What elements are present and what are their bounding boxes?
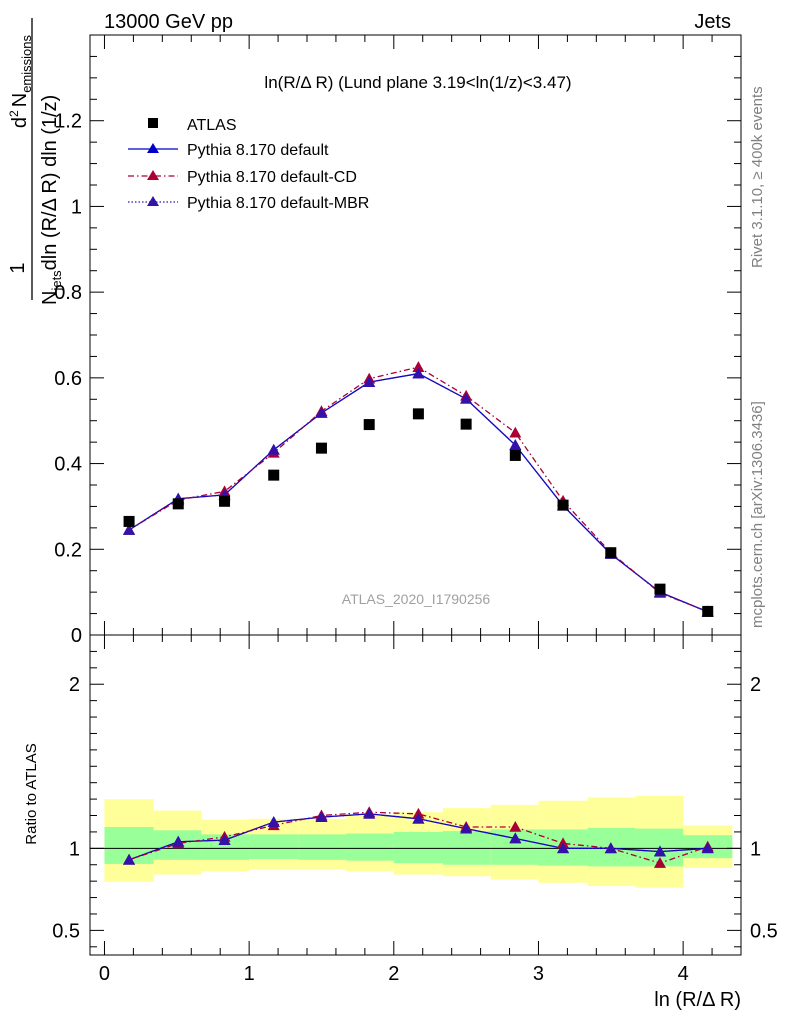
ratio-3-marker [363, 807, 376, 819]
series-3-marker [267, 443, 280, 455]
atlas-data-point [123, 515, 135, 527]
series-line-2 [128, 366, 708, 613]
ratio-3-marker [557, 842, 570, 854]
y-tick-label: 0 [71, 625, 82, 647]
atlas-data-point [315, 442, 327, 454]
axis-ticks: 0 1 2 3 4 0 0.2 0.4 0.6 0.8 1 1.2 0.5 0.5 1 1 2 2 [52, 34, 778, 985]
ratio-plot-area [90, 795, 741, 888]
ratio-3-marker [653, 845, 666, 857]
y-label-emissions: emissions [19, 35, 34, 93]
y-tick-label: 0.6 [54, 368, 82, 390]
legend-atlas-marker [148, 118, 158, 128]
ratio-3-marker [509, 832, 522, 844]
y-label-d2: d [9, 117, 31, 128]
atlas-data-point [702, 605, 714, 617]
series-3-marker [509, 439, 522, 450]
series-2-marker [412, 361, 425, 372]
legend-default-label: Pythia 8.170 default [187, 142, 329, 159]
legend-mbr-marker [147, 196, 159, 206]
main-plot-area [123, 361, 714, 617]
y-tick-label: 0.8 [54, 282, 82, 304]
y-tick-label: 0.2 [54, 539, 82, 561]
ratio-3-marker [267, 816, 280, 827]
y-tick-label: 1.2 [54, 111, 82, 133]
ratio-band-inner [393, 831, 443, 864]
category-label: Jets [694, 11, 731, 33]
y-label-numerator: d2 Nemissions [7, 35, 34, 129]
ratio-3-marker [412, 812, 425, 824]
atlas-data-point [654, 583, 666, 595]
series-3-marker [123, 524, 136, 535]
ratio-y-tick-label-right: 1 [750, 838, 761, 860]
atlas-data-point [172, 498, 184, 510]
ratio-3-marker [701, 842, 714, 854]
ratio-y-tick-label-right: 0.5 [750, 920, 778, 942]
ratio-2-marker [653, 857, 666, 868]
legend-cd-marker [147, 170, 159, 180]
y-label-jets: jets [49, 270, 64, 292]
atlas-data-point [460, 418, 472, 430]
y-tick-label: 0.4 [54, 454, 82, 476]
x-tick-label: 0 [99, 963, 110, 985]
ratio-3-marker [123, 853, 136, 865]
x-tick-label: 3 [533, 963, 544, 985]
analysis-id-label: ATLAS_2020_I1790256 [342, 591, 491, 607]
series-2-marker [509, 426, 522, 438]
y-label-denominator: Njetsdln (R/Δ R) dln (1/z) [39, 95, 64, 305]
legend-cd-label: Pythia 8.170 default-CD [187, 169, 357, 186]
ratio-y-tick-label: 1 [69, 838, 80, 860]
main-y-axis-label: 1 d2 Nemissions Njetsdln (R/Δ R) dln (1/z… [7, 18, 64, 305]
ratio-band-inner [346, 833, 394, 861]
ratio-y-axis-label: Ratio to ATLAS [23, 743, 40, 844]
x-tick-label: 2 [388, 963, 399, 985]
ratio-2-marker [509, 821, 522, 832]
atlas-data-point [412, 408, 424, 420]
y-label-nem: N [9, 93, 31, 107]
atlas-data-point [219, 495, 231, 507]
ratio-band-inner [298, 834, 347, 860]
legend-default-marker [147, 143, 159, 153]
plot-title: ln(R/Δ R) (Lund plane 3.19<ln(1/z)<3.47) [264, 73, 571, 92]
series-3-marker [460, 392, 473, 404]
y-label-dln: dln (R/Δ R) dln (1/z) [39, 95, 61, 271]
ratio-3-marker [172, 835, 185, 847]
ratio-3-marker [315, 811, 328, 822]
ratio-3-marker [604, 842, 617, 854]
series-3-marker [412, 367, 425, 379]
atlas-data-point [363, 419, 375, 431]
ratio-y-tick-label-right: 2 [750, 674, 761, 696]
x-tick-label: 4 [678, 963, 689, 985]
ratio-y-tick-label: 0.5 [52, 920, 80, 942]
x-tick-label: 1 [244, 963, 255, 985]
series-3-marker [363, 376, 376, 387]
atlas-data-point [509, 449, 521, 461]
rivet-side-label: Rivet 3.1.10, ≥ 400k events [749, 86, 766, 268]
series-3-marker [315, 407, 328, 418]
mcplots-side-label: mcplots.cern.ch [arXiv:1306.3436] [749, 401, 766, 628]
ratio-band-inner [249, 834, 299, 859]
y-tick-label: 1 [71, 196, 82, 218]
ratio-y-tick-label: 2 [69, 674, 80, 696]
y-label-n: N [39, 291, 61, 305]
ratio-3-marker [218, 834, 231, 845]
legend: ATLAS Pythia 8.170 default Pythia 8.170 … [128, 117, 369, 212]
y-label-one: 1 [7, 262, 29, 273]
x-axis-label: ln (R/Δ R) [654, 989, 741, 1011]
atlas-data-point [268, 469, 280, 481]
ratio-3-marker [460, 822, 473, 834]
ratio-plot-frame [89, 634, 742, 956]
atlas-data-point [605, 547, 617, 559]
energy-label: 13000 GeV pp [104, 11, 233, 33]
y-label-sup2: 2 [7, 110, 21, 117]
atlas-data-point [557, 499, 569, 511]
legend-atlas-label: ATLAS [187, 117, 237, 134]
legend-mbr-label: Pythia 8.170 default-MBR [187, 195, 369, 212]
